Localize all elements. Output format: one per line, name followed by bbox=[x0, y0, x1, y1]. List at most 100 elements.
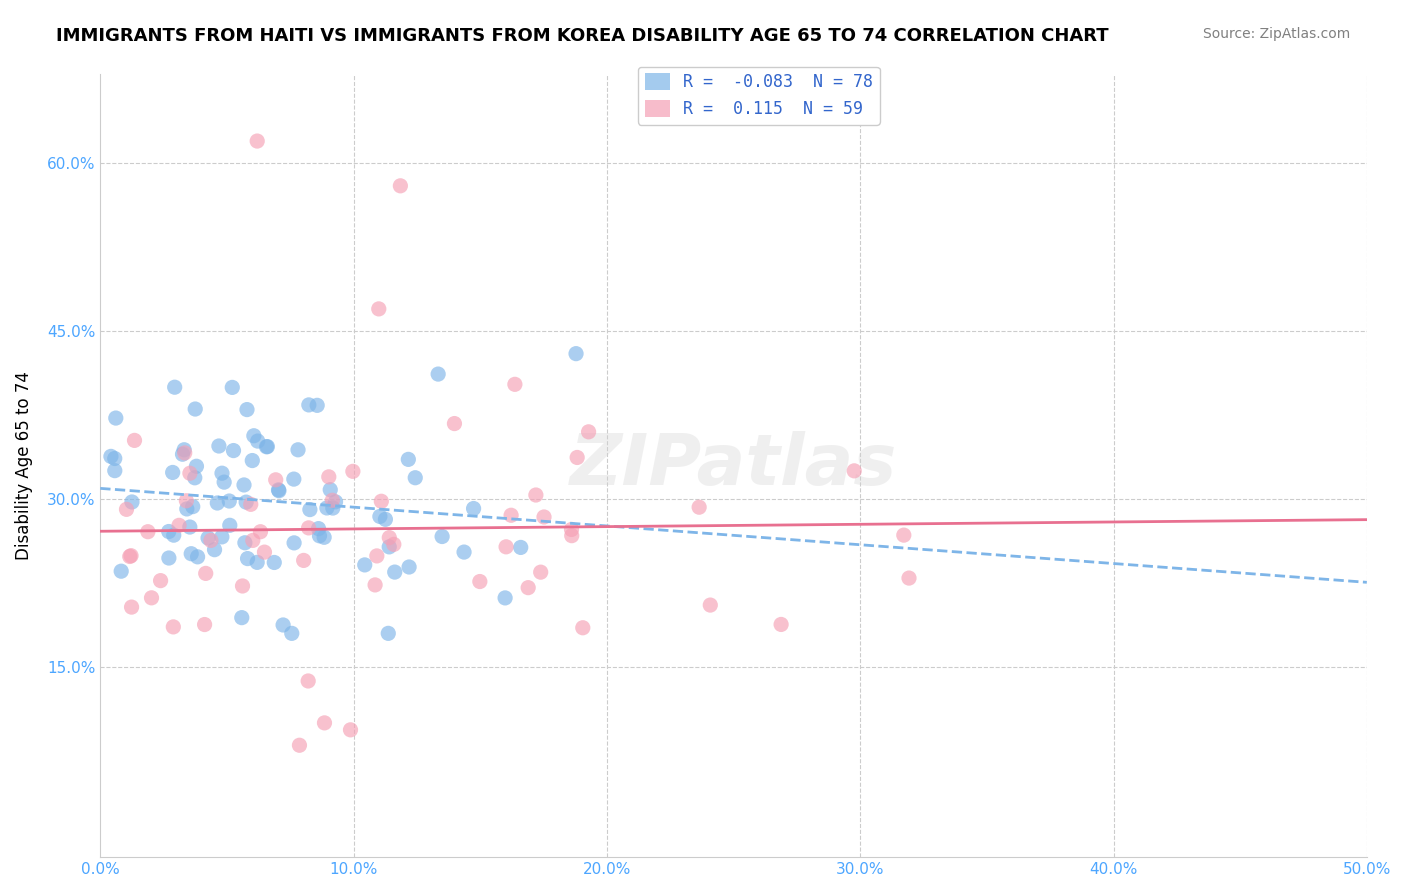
Legend: R =  -0.083  N = 78, R =  0.115  N = 59: R = -0.083 N = 78, R = 0.115 N = 59 bbox=[638, 67, 880, 125]
Immigrants from Haiti bbox=[163, 528, 186, 542]
Immigrants from Haiti bbox=[427, 367, 450, 381]
Immigrants from Haiti bbox=[235, 495, 257, 509]
Immigrants from Haiti bbox=[308, 529, 330, 543]
Immigrants from Haiti bbox=[121, 495, 143, 509]
Immigrants from Korea bbox=[572, 621, 595, 635]
Text: IMMIGRANTS FROM HAITI VS IMMIGRANTS FROM KOREA DISABILITY AGE 65 TO 74 CORRELATI: IMMIGRANTS FROM HAITI VS IMMIGRANTS FROM… bbox=[56, 27, 1109, 45]
Immigrants from Haiti bbox=[453, 545, 475, 559]
Immigrants from Korea bbox=[121, 600, 143, 615]
Immigrants from Haiti bbox=[298, 502, 321, 516]
Immigrants from Korea bbox=[495, 540, 517, 554]
Immigrants from Haiti bbox=[256, 440, 278, 454]
Immigrants from Haiti bbox=[281, 626, 304, 640]
Immigrants from Korea bbox=[179, 467, 201, 481]
Immigrants from Korea bbox=[530, 565, 553, 579]
Immigrants from Haiti bbox=[197, 531, 219, 545]
Immigrants from Haiti bbox=[157, 524, 180, 539]
Immigrants from Korea bbox=[318, 470, 340, 484]
Immigrants from Haiti bbox=[368, 509, 391, 524]
Immigrants from Haiti bbox=[398, 560, 420, 574]
Immigrants from Korea bbox=[688, 500, 710, 515]
Immigrants from Haiti bbox=[218, 518, 240, 533]
Immigrants from Haiti bbox=[283, 472, 305, 486]
Immigrants from Haiti bbox=[353, 558, 375, 572]
Immigrants from Korea bbox=[524, 488, 547, 502]
Immigrants from Korea bbox=[115, 502, 138, 516]
Immigrants from Haiti bbox=[267, 483, 290, 497]
Immigrants from Korea bbox=[893, 528, 915, 542]
Immigrants from Korea bbox=[118, 549, 141, 564]
Immigrants from Korea bbox=[367, 301, 389, 316]
Immigrants from Haiti bbox=[207, 496, 229, 510]
Immigrants from Korea bbox=[239, 497, 262, 511]
Immigrants from Korea bbox=[136, 524, 159, 539]
Immigrants from Haiti bbox=[184, 471, 207, 485]
Immigrants from Haiti bbox=[211, 530, 233, 544]
Immigrants from Korea bbox=[173, 446, 195, 460]
Immigrants from Haiti bbox=[231, 610, 253, 624]
Immigrants from Haiti bbox=[104, 411, 127, 425]
Immigrants from Korea bbox=[231, 579, 253, 593]
Immigrants from Haiti bbox=[236, 402, 259, 417]
Immigrants from Korea bbox=[378, 531, 401, 545]
Immigrants from Haiti bbox=[184, 402, 207, 417]
Immigrants from Korea bbox=[264, 473, 287, 487]
Immigrants from Haiti bbox=[222, 443, 245, 458]
Immigrants from Korea bbox=[501, 508, 523, 523]
Immigrants from Haiti bbox=[271, 618, 294, 632]
Immigrants from Korea bbox=[141, 591, 163, 605]
Immigrants from Korea bbox=[124, 434, 146, 448]
Immigrants from Haiti bbox=[212, 475, 235, 490]
Immigrants from Haiti bbox=[246, 434, 269, 448]
Immigrants from Haiti bbox=[173, 442, 195, 457]
Immigrants from Korea bbox=[339, 723, 361, 737]
Immigrants from Haiti bbox=[404, 471, 426, 485]
Immigrants from Haiti bbox=[308, 522, 330, 536]
Immigrants from Haiti bbox=[246, 555, 269, 569]
Immigrants from Haiti bbox=[315, 500, 337, 515]
Immigrants from Haiti bbox=[267, 483, 290, 498]
Immigrants from Haiti bbox=[378, 540, 401, 554]
Immigrants from Korea bbox=[246, 134, 269, 148]
Immigrants from Haiti bbox=[233, 478, 256, 492]
Immigrants from Haiti bbox=[236, 551, 259, 566]
Immigrants from Korea bbox=[149, 574, 172, 588]
Immigrants from Haiti bbox=[187, 549, 209, 564]
Immigrants from Haiti bbox=[204, 542, 226, 557]
Immigrants from Korea bbox=[342, 464, 364, 478]
Immigrants from Korea bbox=[249, 524, 271, 539]
Immigrants from Korea bbox=[699, 598, 721, 612]
Immigrants from Haiti bbox=[100, 450, 122, 464]
Immigrants from Korea bbox=[321, 493, 343, 508]
Immigrants from Korea bbox=[533, 510, 555, 524]
Immigrants from Haiti bbox=[263, 556, 285, 570]
Immigrants from Korea bbox=[176, 493, 198, 508]
Immigrants from Haiti bbox=[208, 439, 231, 453]
Immigrants from Haiti bbox=[283, 536, 305, 550]
Immigrants from Haiti bbox=[319, 483, 342, 497]
Immigrants from Korea bbox=[389, 178, 412, 193]
Immigrants from Haiti bbox=[186, 459, 208, 474]
Immigrants from Korea bbox=[561, 529, 583, 543]
Immigrants from Korea bbox=[194, 566, 217, 581]
Immigrants from Haiti bbox=[110, 564, 132, 578]
Immigrants from Haiti bbox=[240, 453, 263, 467]
Immigrants from Korea bbox=[292, 553, 315, 567]
Immigrants from Haiti bbox=[211, 467, 233, 481]
Text: ZIPatlas: ZIPatlas bbox=[569, 431, 897, 500]
Immigrants from Haiti bbox=[287, 442, 309, 457]
Immigrants from Korea bbox=[382, 537, 405, 551]
Immigrants from Haiti bbox=[374, 512, 396, 526]
Immigrants from Haiti bbox=[509, 541, 531, 555]
Immigrants from Korea bbox=[120, 549, 142, 563]
Immigrants from Korea bbox=[898, 571, 921, 585]
Immigrants from Korea bbox=[200, 533, 222, 548]
Immigrants from Haiti bbox=[233, 535, 256, 549]
Immigrants from Haiti bbox=[180, 547, 202, 561]
Immigrants from Haiti bbox=[104, 451, 127, 466]
Y-axis label: Disability Age 65 to 74: Disability Age 65 to 74 bbox=[15, 371, 32, 560]
Immigrants from Korea bbox=[288, 738, 311, 752]
Immigrants from Korea bbox=[443, 417, 465, 431]
Immigrants from Korea bbox=[242, 533, 264, 548]
Immigrants from Korea bbox=[297, 673, 319, 688]
